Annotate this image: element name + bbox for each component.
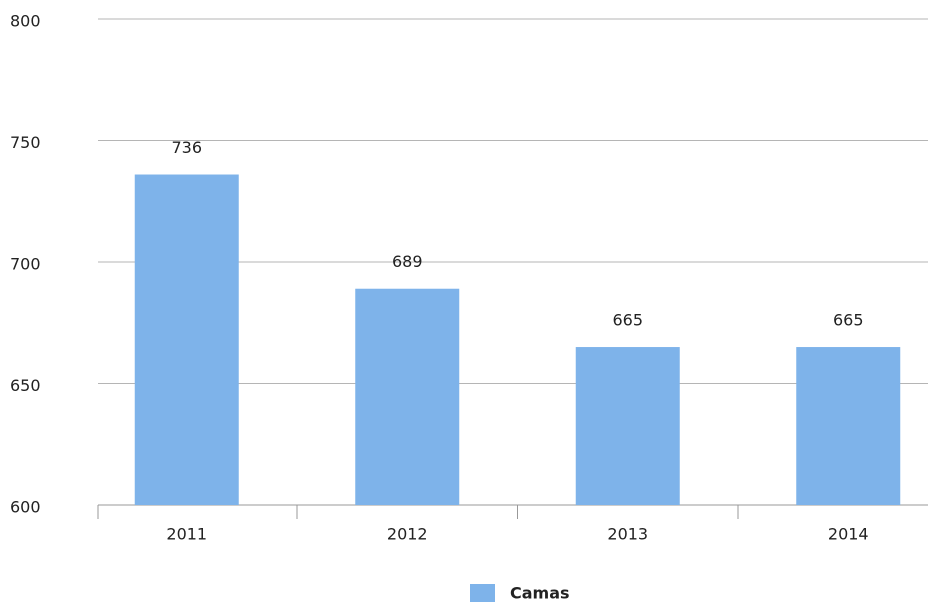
- data-label: 736: [171, 138, 202, 157]
- x-tick-label: 2014: [828, 525, 869, 544]
- bar: [575, 347, 680, 505]
- legend-label: Camas: [510, 584, 570, 603]
- y-tick-label: 600: [10, 498, 41, 517]
- bar: [355, 288, 460, 505]
- legend-swatch: [470, 584, 495, 602]
- y-tick-label: 700: [10, 255, 41, 274]
- x-tick-label: 2013: [607, 525, 648, 544]
- bar: [796, 347, 901, 505]
- y-tick-label: 650: [10, 376, 41, 395]
- y-tick-label: 800: [10, 12, 41, 31]
- x-tick-label: 2011: [166, 525, 207, 544]
- y-tick-label: 750: [10, 133, 41, 152]
- bar: [134, 174, 239, 505]
- data-label: 665: [612, 311, 643, 330]
- x-tick-label: 2012: [387, 525, 428, 544]
- data-label: 665: [833, 311, 864, 330]
- data-label: 689: [392, 252, 423, 271]
